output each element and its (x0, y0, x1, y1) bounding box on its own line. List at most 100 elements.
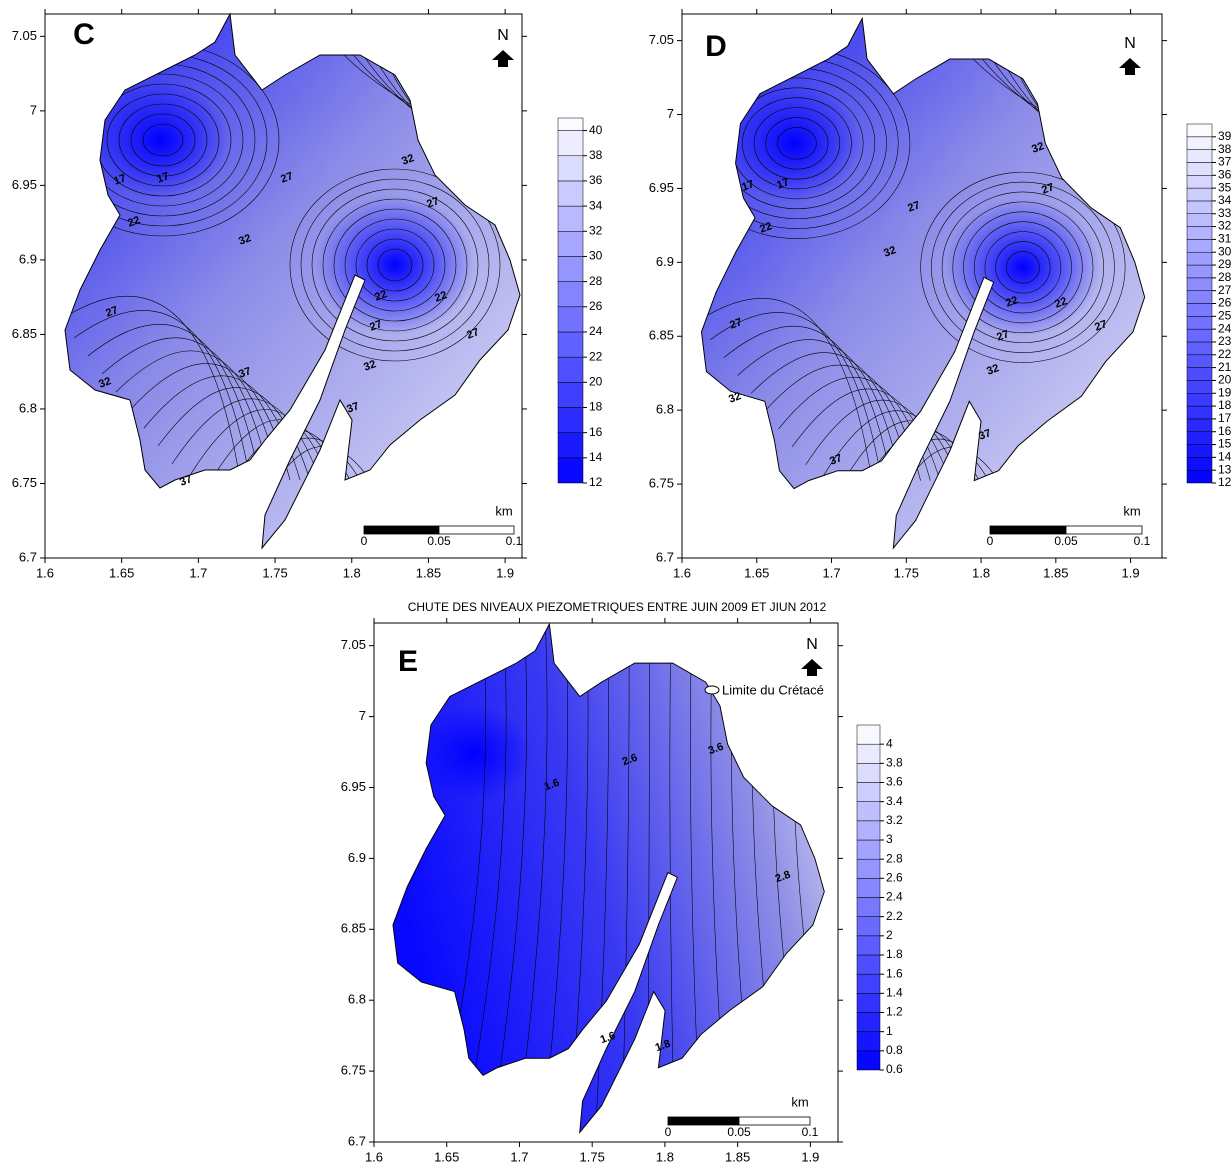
y-tick-label: 6.95 (12, 177, 37, 192)
map-area (392, 622, 825, 1134)
contour-label: 27 (279, 170, 295, 185)
colorbar-band (1186, 380, 1213, 394)
colorbar-tick-label: 0.6 (886, 1062, 903, 1076)
contour-label: 3.6 (707, 741, 725, 758)
contour-label: 22 (1053, 295, 1069, 310)
contour-label: 37 (977, 427, 993, 442)
colorbar-tick-label: 31 (1218, 232, 1232, 246)
colorbar-band (557, 155, 584, 182)
contour-label: 27 (425, 195, 441, 210)
colorbar-band (1186, 162, 1213, 176)
colorbar-band (557, 117, 584, 131)
colorbar-band (1186, 123, 1213, 138)
contour-label: 32 (400, 152, 416, 167)
x-tick-label: 1.6 (673, 565, 691, 580)
colorbar-tick-label: 3.2 (886, 813, 903, 827)
map-outline (392, 622, 825, 1134)
legend-symbol (704, 685, 720, 695)
contour-line (289, 168, 501, 362)
colorbar-tick-label: 2.4 (886, 890, 903, 904)
contour-line (742, 97, 852, 190)
colorbar-band (1186, 367, 1213, 381)
colorbar-tick-label: 30 (589, 249, 603, 263)
colorbar-tick-label: 28 (589, 274, 603, 288)
contour-label: 32 (362, 358, 378, 373)
contour-label: 32 (1030, 140, 1046, 155)
colorbar-tick-label: 37 (1218, 155, 1232, 169)
colorbar-tick-label: 21 (1218, 360, 1232, 374)
colorbar-tick-label: 22 (1218, 347, 1232, 361)
scale-bar-label: 0.1 (1134, 534, 1151, 548)
scale-bar-segment (1065, 525, 1143, 535)
colorbar-band (1186, 418, 1213, 432)
colorbar-band (1186, 277, 1213, 291)
contour-line (118, 103, 208, 177)
contour-label: 1.6 (599, 1030, 617, 1047)
contour-line (963, 211, 1083, 324)
colorbar-tick-label: 2 (886, 928, 893, 942)
x-tick-label: 1.7 (822, 565, 840, 580)
contour-label: 1.8 (654, 1038, 672, 1055)
colorbar-band (1186, 200, 1213, 215)
colorbar-band (1186, 431, 1213, 445)
scale-bar-segment (438, 525, 515, 535)
colorbar-tick-label: 2.6 (886, 871, 903, 885)
map-panel: 1.6 1.65 1.7 1.75 1.8 1.85 1.9 6.7 6.75 6.8 6.85 6.… (341, 600, 903, 1164)
contour-line (750, 352, 912, 481)
y-tick-label: 6.7 (348, 1133, 366, 1148)
colorbar-band (856, 878, 881, 898)
contour-line (344, 218, 446, 312)
y-tick-label: 6.75 (12, 475, 37, 490)
contour-label: 27 (906, 199, 922, 214)
contour-line (142, 123, 184, 157)
contour-line (106, 93, 220, 187)
colorbar-band (856, 935, 881, 956)
colorbar-band (1186, 405, 1213, 420)
colorbar-band (856, 1050, 881, 1071)
contour-label: 22 (373, 288, 389, 303)
contour-line (723, 325, 892, 481)
contour-label: 22 (126, 214, 142, 229)
colorbar-band (1186, 444, 1213, 458)
contour-line (920, 171, 1126, 363)
x-tick-label: 1.7 (189, 565, 207, 580)
colorbar-tick-label: 20 (1218, 373, 1232, 387)
x-tick-label: 1.7 (510, 1149, 528, 1164)
colorbar-tick-label: 38 (589, 148, 603, 162)
scale-bar-label: 0 (987, 534, 994, 548)
colorbar-band (856, 993, 881, 1013)
y-tick-label: 7 (359, 708, 366, 723)
colorbar-tick-label: 1.6 (886, 966, 903, 980)
x-tick-label: 1.75 (580, 1149, 605, 1164)
contour-line (819, 410, 960, 483)
contour-line (952, 201, 1094, 334)
colorbar-band (856, 897, 881, 917)
colorbar-tick-label: 26 (589, 299, 603, 313)
scale-bar-label: 0.05 (727, 1125, 751, 1139)
north-arrow (492, 50, 514, 67)
colorbar-band (856, 1031, 881, 1052)
y-tick-label: 6.9 (656, 254, 674, 269)
colorbar-tick-label: 34 (589, 198, 603, 212)
scale-bar-segment (989, 525, 1067, 535)
contour-line (311, 188, 479, 342)
colorbar-tick-label: 1.2 (886, 1005, 903, 1019)
contour-label: 37 (828, 452, 844, 467)
colorbar-tick-label: 26 (1218, 296, 1232, 310)
contour-line (333, 208, 457, 322)
y-tick-label: 6.75 (341, 1063, 366, 1078)
scale-bar-segment (667, 1116, 740, 1126)
y-tick-label: 6.85 (649, 328, 674, 343)
scale-bar-segment (363, 525, 440, 535)
colorbar-tick-label: 30 (1218, 244, 1232, 258)
x-tick-label: 1.85 (725, 1149, 750, 1164)
colorbar-tick-label: 3.4 (886, 794, 903, 808)
y-tick-label: 6.8 (656, 402, 674, 417)
x-tick-label: 1.85 (1043, 565, 1068, 580)
colorbar-band (1186, 187, 1213, 202)
panel-label: D (705, 30, 727, 63)
contour-label: 32 (237, 232, 253, 247)
map-panel: 1.6 1.65 1.7 1.75 1.8 1.85 1.9 6.7 6.75 6.8 6.85 6.… (12, 9, 603, 580)
colorbar-tick-label: 2.8 (886, 851, 903, 865)
colorbar-band (1186, 341, 1213, 356)
